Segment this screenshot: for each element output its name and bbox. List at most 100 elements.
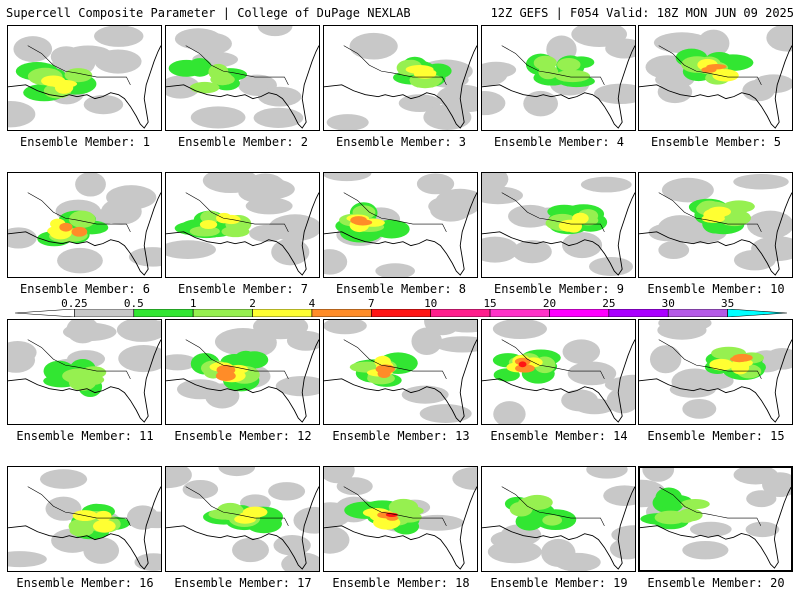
scp-contour-level-6 xyxy=(518,361,527,368)
scp-contour-level-1 xyxy=(324,173,372,182)
coastline xyxy=(324,192,477,276)
scp-contour-level-1 xyxy=(689,521,732,537)
scp-contour-level-1 xyxy=(324,249,348,275)
ensemble-member-label: Ensemble Member: 4 xyxy=(493,135,625,149)
scp-contour-level-1 xyxy=(682,540,729,560)
ensemble-panel xyxy=(165,25,320,131)
scp-contour-level-1 xyxy=(428,195,477,218)
scp-contour-level-1 xyxy=(452,467,477,490)
colorbar-segment xyxy=(133,309,194,317)
scp-contour-level-1 xyxy=(697,29,730,57)
scp-contour-level-1 xyxy=(45,496,82,521)
scp-field-map xyxy=(482,173,635,277)
colorbar-tick-label: 30 xyxy=(661,297,675,310)
scp-contour-level-1 xyxy=(249,224,285,242)
scp-contour-level-1 xyxy=(166,467,192,489)
scp-contour-level-1 xyxy=(176,379,224,400)
scp-contour-level-4 xyxy=(703,208,726,221)
scp-contour-level-1 xyxy=(50,46,82,68)
ensemble-member-label: Ensemble Member: 12 xyxy=(174,429,312,443)
scp-contour-level-1 xyxy=(66,320,100,344)
scp-contour-level-1 xyxy=(554,552,601,571)
scp-contour-level-6 xyxy=(385,512,398,517)
scp-contour-level-1 xyxy=(649,345,682,374)
ensemble-member-label: Ensemble Member: 2 xyxy=(177,135,309,149)
scp-contour-level-1 xyxy=(512,240,552,264)
coastline xyxy=(639,339,792,423)
colorbar-tick-label: 25 xyxy=(602,297,616,310)
scp-contour-level-1 xyxy=(423,104,472,130)
state-border xyxy=(27,45,131,85)
coastline xyxy=(324,486,477,570)
scp-contour-level-1 xyxy=(13,36,53,63)
ensemble-member-label: Ensemble Member: 16 xyxy=(16,576,154,590)
ensemble-panel xyxy=(7,319,162,425)
ensemble-panel xyxy=(323,172,478,278)
colorbar-segment xyxy=(74,309,135,317)
scp-contour-level-3 xyxy=(189,81,220,94)
ensemble-member-label: Ensemble Member: 9 xyxy=(493,282,625,296)
colorbar-tick-label: 2 xyxy=(249,297,256,310)
scp-contour-level-1 xyxy=(57,247,103,274)
scp-contour-level-1 xyxy=(745,521,780,538)
scp-contour-level-1 xyxy=(493,401,526,424)
scp-contour-level-1 xyxy=(653,32,710,54)
scp-contour-level-1 xyxy=(661,177,714,203)
colorbar-tick-label: 0.5 xyxy=(123,297,144,310)
colorbar-segment xyxy=(549,309,610,317)
scp-contour-level-1 xyxy=(594,83,635,104)
scp-contour-level-1 xyxy=(240,329,277,357)
scp-contour-level-1 xyxy=(232,537,269,563)
state-border xyxy=(658,192,762,232)
scp-contour-level-1 xyxy=(658,320,712,332)
ensemble-member-label: Ensemble Member: 14 xyxy=(490,429,628,443)
colorbar-tick-label: 1 xyxy=(189,297,197,310)
ensemble-member-label: Ensemble Member: 8 xyxy=(335,282,467,296)
state-border xyxy=(343,486,447,526)
coastline xyxy=(639,192,792,276)
scp-contour-level-1 xyxy=(746,490,777,508)
scp-contour-level-1 xyxy=(508,204,553,228)
scp-field-map xyxy=(324,32,477,130)
state-border xyxy=(27,339,131,379)
state-border xyxy=(658,339,762,379)
scp-contour-level-1 xyxy=(742,79,775,102)
ensemble-panel xyxy=(481,25,636,131)
scp-contour-level-1 xyxy=(8,340,37,364)
scp-contour-level-1 xyxy=(39,469,88,489)
scp-contour-level-1 xyxy=(324,320,360,333)
scp-contour-level-3 xyxy=(509,501,533,517)
ensemble-member-label: Ensemble Member: 3 xyxy=(335,135,467,149)
scp-contour-level-1 xyxy=(482,173,509,193)
scp-field-map xyxy=(482,320,635,424)
ensemble-panel xyxy=(165,319,320,425)
coastline xyxy=(640,487,791,569)
state-border xyxy=(343,45,447,85)
scp-contour-level-1 xyxy=(762,472,791,498)
ensemble-member-label: Ensemble Member: 10 xyxy=(647,282,785,296)
scp-contour-level-1 xyxy=(586,467,628,479)
ensemble-member-label: Ensemble Member: 6 xyxy=(19,282,151,296)
scp-contour-level-1 xyxy=(253,107,304,128)
scp-contour-level-4 xyxy=(709,358,734,371)
scp-contour-level-1 xyxy=(130,511,161,529)
coastline xyxy=(324,339,477,423)
coastline xyxy=(639,45,792,129)
scp-contour-level-1 xyxy=(118,345,161,373)
ensemble-panel xyxy=(638,466,793,572)
scp-contour-level-1 xyxy=(658,240,690,260)
ensemble-member-label: Ensemble Member: 1 xyxy=(19,135,151,149)
scp-contour-level-1 xyxy=(257,26,293,37)
state-border xyxy=(658,45,762,85)
scp-contour-level-1 xyxy=(182,479,219,499)
ensemble-panel xyxy=(165,172,320,278)
scp-contour-level-1 xyxy=(439,320,477,333)
colorbar-segment xyxy=(727,309,787,317)
ensemble-panel xyxy=(323,319,478,425)
scp-field-map xyxy=(8,469,161,571)
scp-contour-level-1 xyxy=(492,320,547,340)
scp-contour-level-1 xyxy=(275,376,319,397)
scp-contour-level-3 xyxy=(68,210,96,228)
coastline xyxy=(8,192,161,276)
coastline xyxy=(166,192,319,276)
